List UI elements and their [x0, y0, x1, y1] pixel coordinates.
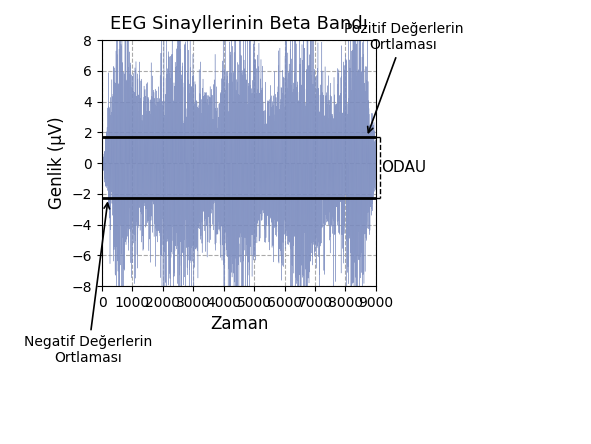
Text: Negatif Değerlerin
Ortlaması: Negatif Değerlerin Ortlaması	[24, 203, 152, 365]
Y-axis label: Genlik (μV): Genlik (μV)	[48, 117, 66, 210]
X-axis label: Zaman: Zaman	[210, 315, 268, 333]
Text: ODAU: ODAU	[381, 160, 426, 175]
Title: EEG Sinayllerinin Beta Bandı: EEG Sinayllerinin Beta Bandı	[110, 15, 368, 33]
Text: Pozitif Değerlerin
Ortlaması: Pozitif Değerlerin Ortlaması	[343, 22, 463, 133]
